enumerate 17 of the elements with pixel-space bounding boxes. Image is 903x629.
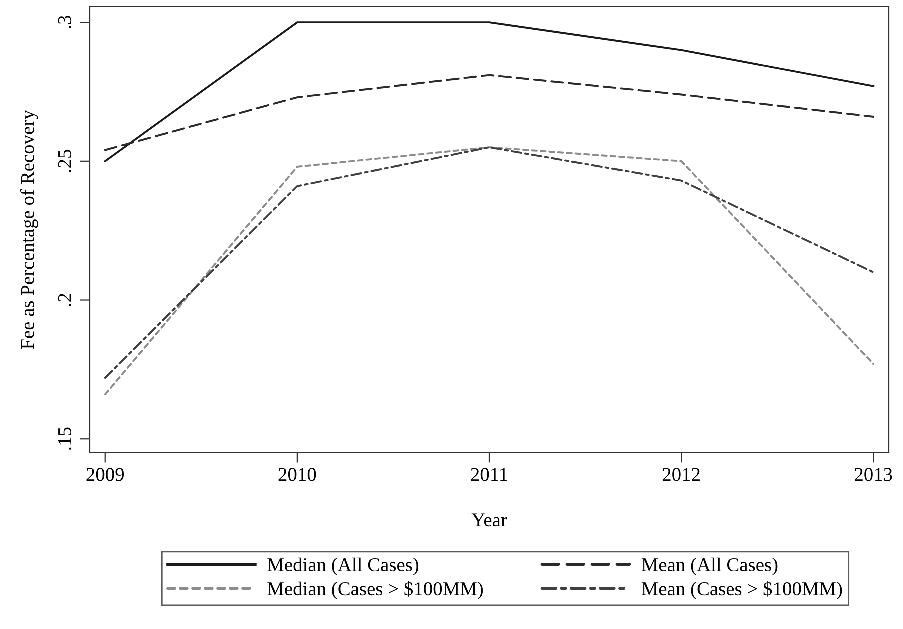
- x-tick-label: 2013: [855, 468, 892, 482]
- x-tick-label: 2012: [662, 468, 700, 482]
- y-axis-title: Fee as Percentage of Recovery: [20, 110, 38, 350]
- x-tick-label: 2010: [278, 468, 316, 482]
- y-tick-label: .2: [58, 294, 72, 306]
- line-series: [104, 74, 875, 152]
- y-tick-label: .3: [58, 16, 72, 29]
- y-tick-label: .25: [58, 150, 72, 172]
- legend-label: Mean (Cases > $100MM): [642, 581, 842, 600]
- line-series: [104, 22, 875, 162]
- x-axis-title: Year: [472, 514, 508, 527]
- legend-label: Mean (All Cases): [642, 558, 778, 576]
- legend-label: Median (All Cases): [268, 558, 419, 576]
- x-tick-label: 2011: [471, 468, 508, 482]
- x-tick-label: 2009: [86, 468, 124, 482]
- y-tick-label: .15: [58, 428, 72, 450]
- legend-label: Median (Cases > $100MM): [268, 581, 484, 600]
